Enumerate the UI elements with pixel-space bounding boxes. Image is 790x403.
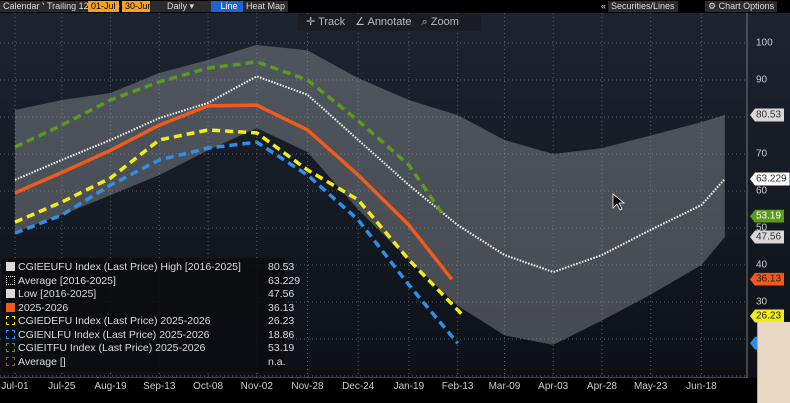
x-tick-label: Jun-18 xyxy=(686,381,717,392)
legend-swatch-icon xyxy=(6,275,15,285)
y-tick-label: 60 xyxy=(756,185,768,197)
legend-value: 36.13 xyxy=(268,301,295,314)
legend-swatch-icon xyxy=(6,289,15,298)
chart-area[interactable] xyxy=(0,13,790,390)
date-separator: - xyxy=(117,1,120,11)
start-date-input[interactable]: 01-Jul xyxy=(88,1,119,12)
legend-swatch-icon xyxy=(6,262,15,271)
legend-swatch-icon xyxy=(6,343,15,352)
last-value-tag: 53.19 xyxy=(750,209,785,223)
legend-item[interactable]: CGIEITFU Index (Last Price) 2025-2026 53.… xyxy=(6,342,294,355)
y-tick-label: 30 xyxy=(756,296,768,308)
x-tick-label: Aug-19 xyxy=(94,381,127,392)
track-button[interactable]: ✛ Track xyxy=(306,16,346,28)
chart-tools-bar: ✛ Track ∠ Annotate ⌕ Zoom xyxy=(298,14,481,31)
legend-swatch-icon xyxy=(6,329,15,339)
legend-value: 47.56 xyxy=(268,288,295,300)
legend-value: 63.229 xyxy=(268,274,301,287)
toolbar: Calendar Year Trailing 12M 01-Jul - 30-J… xyxy=(0,0,790,13)
legend-swatch-icon xyxy=(6,316,15,325)
series-line xyxy=(14,128,465,318)
legend-item[interactable]: 2025-2026 36.13 xyxy=(6,301,294,315)
last-value-tag: 80.53 xyxy=(750,108,785,122)
legend-swatch-icon xyxy=(6,356,15,366)
zoom-button[interactable]: ⌕ Zoom xyxy=(421,16,459,28)
mouse-cursor-icon xyxy=(612,193,626,211)
legend-value: 18.86 xyxy=(268,328,295,341)
legend-item[interactable]: CGIEDEFU Index (Last Price) 2025-2026 26.… xyxy=(6,315,294,328)
legend-label: Low [2016-2025] xyxy=(18,288,97,300)
line-tab[interactable]: Line xyxy=(211,1,247,12)
x-tick-label: Feb-13 xyxy=(441,381,474,392)
series-line xyxy=(14,140,459,345)
annotate-button[interactable]: ∠ Annotate xyxy=(355,16,412,28)
collapse-icon[interactable]: « xyxy=(601,1,607,11)
legend-item[interactable]: CGIENLFU Index (Last Price) 2025-2026 18.… xyxy=(6,328,294,342)
x-tick-label: Jul-25 xyxy=(48,381,76,392)
high-low-band xyxy=(15,44,725,345)
legend-label: CGIEEUFU Index (Last Price) High [2016-2… xyxy=(18,261,241,273)
calendar-year-button[interactable]: Calendar Year xyxy=(0,1,64,12)
x-tick-label: May-23 xyxy=(634,381,668,392)
x-tick-label: Nov-28 xyxy=(291,381,324,392)
last-value-tag: 26.23 xyxy=(750,309,785,323)
x-tick-label: Apr-28 xyxy=(586,381,617,392)
legend-item[interactable]: Average [] n.a. xyxy=(6,355,286,369)
x-tick-label: Apr-03 xyxy=(538,381,569,392)
y-tick-label: 100 xyxy=(756,37,773,49)
legend-label: 2025-2026 xyxy=(18,301,69,314)
y-tick-label: 40 xyxy=(756,259,768,271)
legend: CGIEEUFU Index (Last Price) High [2016-2… xyxy=(2,258,300,371)
legend-label: Average [2016-2025] xyxy=(18,274,116,287)
x-tick-label: Sep-13 xyxy=(143,381,176,392)
frequency-dropdown[interactable]: Daily ▾ xyxy=(150,1,211,12)
legend-value: 80.53 xyxy=(268,261,295,273)
last-value-tag: 63.229 xyxy=(750,172,790,186)
legend-item[interactable]: Average [2016-2025] 63.229 xyxy=(6,274,300,288)
x-tick-label: Jul-01 xyxy=(1,381,29,392)
series-line xyxy=(14,60,446,218)
securities-lines-button[interactable]: Securities/Lines xyxy=(608,1,678,12)
series-line xyxy=(14,103,454,281)
x-tick-label: Dec-24 xyxy=(342,381,375,392)
trailing-12m-button[interactable]: Trailing 12M xyxy=(44,1,100,12)
y-tick-label: 50 xyxy=(756,222,768,234)
legend-value: 26.23 xyxy=(268,315,295,327)
legend-label: CGIEITFU Index (Last Price) 2025-2026 xyxy=(18,342,206,354)
heat-map-tab[interactable]: Heat Map xyxy=(243,1,289,12)
legend-item[interactable]: Low [2016-2025] 47.56 xyxy=(6,288,294,301)
last-value-tag: 47.56 xyxy=(750,230,785,244)
legend-label: CGIEDEFU Index (Last Price) 2025-2026 xyxy=(18,315,211,327)
series-line xyxy=(14,75,726,274)
end-date-input[interactable]: 30-Jun xyxy=(122,1,156,12)
x-tick-label: Mar-09 xyxy=(488,381,521,392)
legend-label: Average [] xyxy=(18,355,66,368)
legend-value: n.a. xyxy=(268,355,286,368)
y-tick-label: 90 xyxy=(756,74,768,86)
legend-value: 53.19 xyxy=(268,342,295,354)
x-axis: Jul-01 Jul-25 Aug-19 Sep-13 Oct-08 Nov-02 Nov-… xyxy=(0,378,790,403)
chart-options-button[interactable]: ⚙ Chart Options xyxy=(705,1,778,12)
chart-svg xyxy=(0,13,748,379)
x-tick-label: Jan-19 xyxy=(393,381,425,392)
legend-label: CGIENLFU Index (Last Price) 2025-2026 xyxy=(18,328,210,341)
y-tick-label: 70 xyxy=(756,148,768,160)
x-tick-label: Oct-08 xyxy=(193,381,224,392)
last-value-tag: 36.13 xyxy=(750,272,785,286)
legend-item[interactable]: CGIEEUFU Index (Last Price) High [2016-2… xyxy=(6,261,294,274)
legend-swatch-icon xyxy=(6,302,15,312)
webcam-overlay xyxy=(757,322,790,403)
x-tick-label: Nov-02 xyxy=(240,381,273,392)
